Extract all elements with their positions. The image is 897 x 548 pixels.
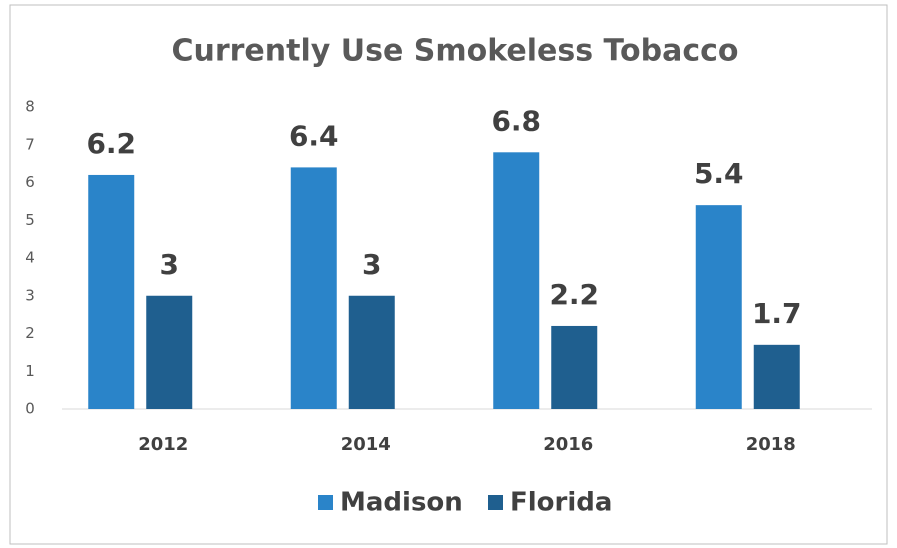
x-tick-label: 2018 (746, 434, 796, 455)
data-label: 6.2 (86, 127, 136, 160)
bar (753, 344, 800, 409)
bar (551, 325, 598, 409)
y-tick-label: 1 (25, 362, 35, 380)
y-tick-label: 2 (25, 324, 35, 342)
y-tick-label: 8 (25, 98, 35, 116)
x-tick-label: 2014 (341, 434, 391, 455)
x-tick-label: 2012 (138, 434, 188, 455)
bar (290, 167, 337, 409)
y-tick-label: 0 (25, 400, 35, 418)
data-label: 5.4 (694, 157, 744, 190)
bar (146, 295, 193, 409)
chart-border (9, 4, 888, 545)
data-label: 1.7 (752, 297, 802, 330)
y-tick-label: 4 (25, 249, 35, 267)
bar (88, 174, 135, 409)
bar (493, 152, 540, 410)
legend-label: Madison (340, 488, 463, 518)
data-label: 6.8 (491, 104, 541, 137)
y-tick-label: 5 (25, 211, 35, 229)
y-tick-label: 3 (25, 286, 35, 304)
legend-swatch (318, 495, 333, 510)
legend-label: Florida (510, 488, 612, 518)
bar (348, 295, 395, 409)
x-tick-label: 2016 (543, 434, 593, 455)
legend-swatch (488, 495, 503, 510)
chart-title: Currently Use Smokeless Tobacco (171, 34, 738, 69)
y-tick-label: 7 (25, 135, 35, 153)
bar (695, 205, 742, 409)
data-label: 6.4 (289, 119, 339, 152)
data-label: 3 (160, 248, 179, 281)
data-label: 3 (362, 248, 381, 281)
y-tick-label: 6 (25, 173, 35, 191)
data-label: 2.2 (549, 278, 599, 311)
